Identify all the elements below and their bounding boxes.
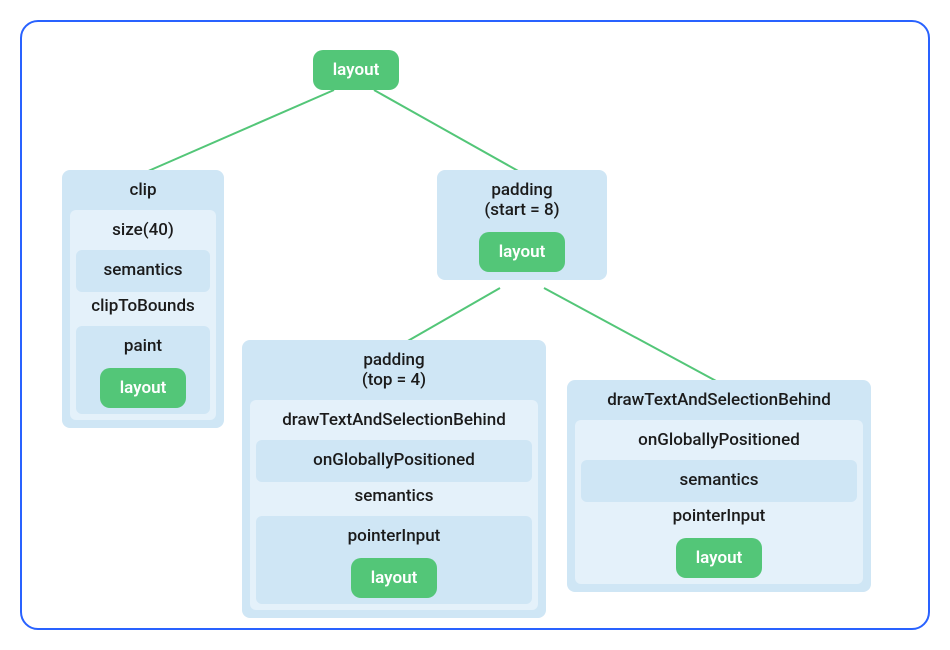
node-label: pointerInput	[581, 502, 857, 532]
tree-node-bottomRight: drawTextAndSelectionBehind onGloballyPosi…	[567, 380, 871, 592]
node-label: drawTextAndSelectionBehind	[575, 388, 863, 416]
diagram-frame: layout clip size(40) semantics clipToBounds p…	[20, 20, 930, 630]
tree-edge	[544, 288, 718, 382]
node-label: padding (start = 8)	[445, 178, 599, 226]
tree-node-root: layout	[312, 50, 400, 90]
node-nest: paint layout	[76, 326, 210, 414]
node-nest: semantics	[581, 460, 857, 502]
node-label: size(40)	[76, 216, 210, 246]
node-box: clip size(40) semantics clipToBounds paint la…	[62, 170, 224, 428]
node-label: onGloballyPositioned	[262, 446, 526, 476]
node-nest: onGloballyPositioned semantics pointerInpu…	[575, 420, 863, 584]
layout-pill: layout	[479, 232, 566, 272]
node-label: clipToBounds	[76, 292, 210, 322]
node-label: clip	[70, 178, 216, 206]
node-box: padding (start = 8) layout	[437, 170, 607, 280]
node-nest: pointerInput layout	[256, 516, 532, 604]
node-nest: drawTextAndSelectionBehind onGloballyPosi…	[250, 400, 538, 610]
node-label: semantics	[587, 466, 851, 496]
node-nest: onGloballyPositioned	[256, 440, 532, 482]
layout-pill: layout	[351, 558, 438, 598]
node-label: padding (top = 4)	[250, 348, 538, 396]
node-label: onGloballyPositioned	[581, 426, 857, 456]
tree-edge	[374, 90, 520, 172]
tree-node-left: clip size(40) semantics clipToBounds paint la…	[62, 170, 224, 428]
tree-edge	[406, 288, 500, 342]
node-label: drawTextAndSelectionBehind	[256, 406, 532, 436]
node-label: pointerInput	[262, 522, 526, 552]
node-nest: semantics	[76, 250, 210, 292]
pill-wrap: layout	[445, 232, 599, 272]
node-label: semantics	[256, 482, 532, 512]
layout-pill: layout	[100, 368, 187, 408]
layout-pill: layout	[676, 538, 763, 578]
tree-edge	[146, 90, 334, 172]
node-label: paint	[82, 332, 204, 362]
tree-node-mid: padding (start = 8) layout	[437, 170, 607, 280]
node-box: padding (top = 4)drawTextAndSelectionBeh…	[242, 340, 546, 618]
node-nest: size(40) semantics clipToBounds paint layout	[70, 210, 216, 420]
node-label: semantics	[82, 256, 204, 286]
node-box: drawTextAndSelectionBehind onGloballyPosi…	[567, 380, 871, 592]
pill-wrap: layout	[262, 558, 526, 598]
pill-wrap: layout	[82, 368, 204, 408]
layout-pill: layout	[313, 50, 400, 90]
pill-wrap: layout	[581, 538, 857, 578]
tree-node-bottomLeft: padding (top = 4)drawTextAndSelectionBeh…	[242, 340, 546, 618]
